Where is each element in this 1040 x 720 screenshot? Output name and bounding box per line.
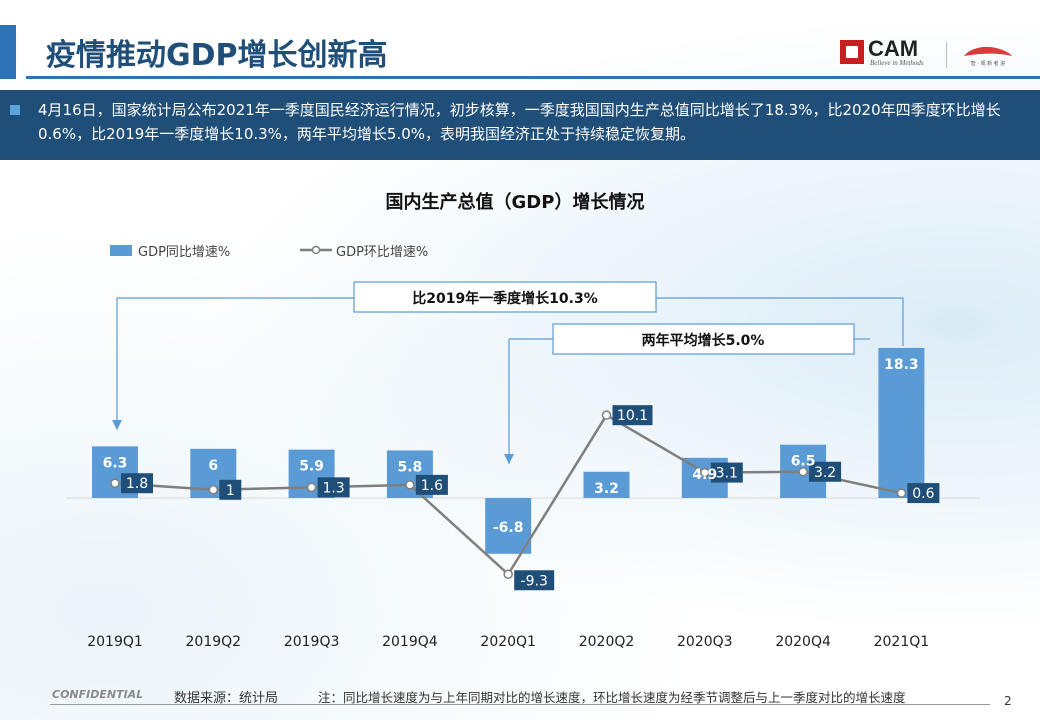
line-label-box-2020Q3: [710, 462, 743, 483]
car-logo-caption: 智 · 观 新 者 进: [971, 60, 1006, 67]
line-point-2020Q1: [503, 569, 513, 580]
bar-label-2019Q3: 5.9: [299, 459, 324, 475]
line-label-2020Q1: -9.3: [521, 573, 548, 589]
chart-legend: GDP同比增速% GDP环比增速%: [110, 245, 428, 260]
header-rule: [26, 76, 1040, 79]
bar-label-2020Q2: 3.2: [594, 481, 619, 497]
x-tick-2020Q2: 2020Q2: [579, 634, 635, 650]
bar-label-2020Q1: -6.8: [493, 520, 524, 536]
page-title: 疫情推动GDP增长创新高: [46, 38, 388, 73]
bar-label-2021Q1: 18.3: [884, 357, 919, 373]
line-label-box-2020Q4: [809, 461, 842, 482]
annotation-1-box: [353, 281, 657, 313]
chart-title: 国内生产总值（GDP）增长情况: [386, 191, 645, 213]
annotation-2-box: [552, 323, 855, 355]
line-label-box-2021Q1: [907, 483, 940, 504]
annotation-2-arrowhead: [504, 454, 514, 464]
logo-separator: [946, 42, 947, 68]
line-label-box-2019Q3: [317, 477, 350, 498]
line-label-box-2020Q1: [514, 570, 555, 591]
data-source: 数据来源：统计局: [174, 691, 279, 706]
x-axis-tick-labels: 2019Q1 2019Q2 2019Q3 2019Q4 2020Q1 2020Q2 2020…: [87, 634, 929, 650]
x-tick-2020Q4: 2020Q4: [775, 634, 831, 650]
bar-2020Q2: [583, 471, 630, 498]
x-tick-2019Q4: 2019Q4: [382, 634, 438, 650]
square-bullet-icon: [10, 105, 20, 115]
line-label-box-2020Q2: [612, 405, 653, 426]
line-label-2019Q2: 1: [226, 483, 235, 499]
bar-2021Q1: [878, 347, 925, 498]
page-number: 2: [1004, 694, 1012, 708]
chart-annotations: 比2019年一季度增长10.3% 两年平均增长5.0%: [112, 281, 904, 464]
x-tick-2021Q1: 2021Q1: [874, 634, 930, 650]
line-label-box-2019Q4: [415, 474, 448, 495]
gdp-growth-chart: 国内生产总值（GDP）增长情况 GDP同比增速% GDP环比增速% 比2019年…: [66, 191, 980, 650]
line-label-box-2019Q1: [121, 473, 153, 494]
footer: CONFIDENTIAL 数据来源：统计局 注：同比增长速度为与上年同期对比的增…: [0, 682, 1040, 720]
car-logo-icon: 智 · 观 新 者 进: [964, 46, 1012, 67]
line-label-2020Q2: 10.1: [617, 408, 648, 424]
x-tick-2020Q3: 2020Q3: [677, 634, 733, 650]
line-label-box-2019Q2: [219, 479, 242, 500]
line-point-2020Q4: [798, 467, 808, 477]
line-label-2019Q4: 1.6: [421, 478, 443, 494]
cam-logo-tagline: Believe in Methods: [870, 59, 924, 67]
summary-band: 4月16日，国家统计局公布2021年一季度国民经济运行情况，初步核算，一季度我国…: [0, 90, 1040, 160]
line-point-2019Q1: [110, 478, 120, 488]
bar-label-2020Q3: 4.9: [692, 467, 717, 483]
cam-logo-text: CAM: [868, 36, 919, 61]
bar-label-2019Q2: 6: [208, 458, 218, 474]
bar-label-2020Q4: 6.5: [791, 454, 816, 470]
line-point-2019Q3: [306, 482, 317, 493]
summary-text: 4月16日，国家统计局公布2021年一季度国民经济运行情况，初步核算，一季度我国…: [38, 101, 1001, 143]
legend-line-marker: [311, 245, 321, 255]
bar-label-2019Q1: 6.3: [103, 455, 128, 471]
line-data-labels: 1.8 1 1.3 1.6 -9.3 10.1 3.1 3.2 0.6: [121, 405, 940, 591]
annotation-1-text: 比2019年一季度增长10.3%: [412, 290, 598, 307]
x-tick-2019Q3: 2019Q3: [284, 634, 340, 650]
line-point-2021Q1: [896, 488, 907, 498]
cam-logo: CAM Believe in Methods: [840, 36, 960, 70]
bar-data-labels: 6.3 6 5.9 5.8 -6.8 3.2 4.9 6.5 18.3: [103, 357, 919, 536]
annotation-1-arrowhead: [112, 420, 122, 430]
footnote: 注：同比增长速度为与上年同期对比的增长速度，环比增长速度为经季节调整后与上一季度…: [318, 690, 906, 705]
line-label-2019Q3: 1.3: [322, 480, 344, 496]
header-accent-bar: [0, 25, 16, 79]
footer-rule: [50, 704, 990, 705]
legend-bar-swatch: [110, 245, 132, 256]
annotation-2-text: 两年平均增长5.0%: [642, 332, 765, 349]
line-point-2019Q4: [405, 480, 415, 490]
line-point-2020Q3: [700, 467, 710, 478]
x-tick-2020Q1: 2020Q1: [480, 634, 536, 650]
annotation-1-right-bracket: [656, 297, 904, 346]
x-tick-2019Q2: 2019Q2: [186, 634, 242, 650]
line-series: [110, 410, 907, 580]
bar-label-2019Q4: 5.8: [397, 459, 422, 475]
header: 疫情推动GDP增长创新高 CAM Believe in Methods 智 · …: [0, 0, 1040, 84]
line-point-2019Q2: [208, 485, 219, 495]
confidential-label: CONFIDENTIAL: [52, 688, 144, 701]
bar-2020Q1: [485, 498, 532, 554]
legend-bar-label: GDP同比增速%: [138, 245, 230, 260]
line-label-2020Q4: 3.2: [814, 465, 836, 481]
line-label-2019Q1: 1.8: [126, 476, 148, 492]
line-point-2020Q2: [601, 410, 612, 420]
legend-line-label: GDP环比增速%: [336, 245, 428, 260]
cam-logo-icon: [840, 40, 864, 64]
line-label-2021Q1: 0.6: [912, 486, 934, 502]
line-label-2020Q3: 3.1: [716, 466, 738, 482]
x-tick-2019Q1: 2019Q1: [87, 634, 143, 650]
